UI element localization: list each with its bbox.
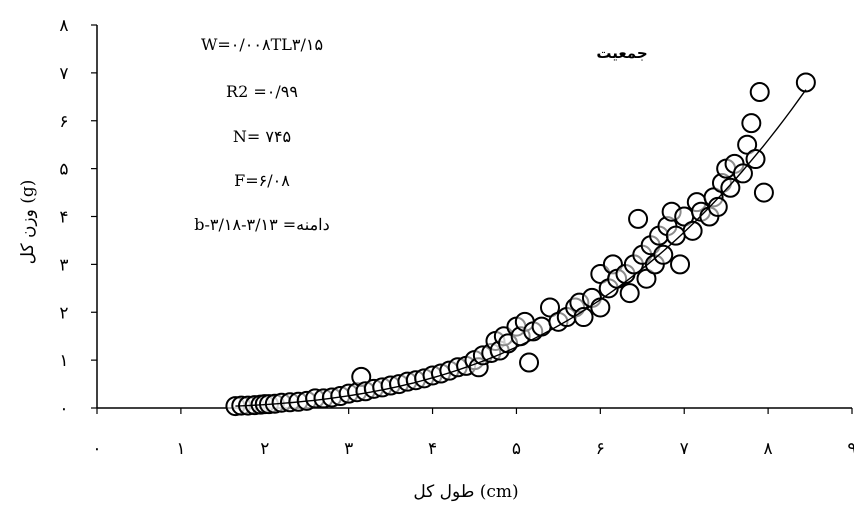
x-tick-label: ۷ — [680, 439, 689, 459]
f-label: F=۶/۰۸ — [234, 171, 290, 190]
chart-title: جمعیت — [596, 44, 647, 62]
data-point — [749, 82, 770, 103]
data-point — [590, 297, 611, 318]
data-point — [628, 208, 649, 229]
n-label: N= ۷۴۵ — [233, 127, 291, 146]
stats-box: W=۰/۰۰۸TL۳/۱۵ R2 =۰/۹۹ N= ۷۴۵ F=۶/۰۸ b-د… — [194, 35, 329, 234]
y-tick-label: ۶ — [59, 112, 68, 132]
y-tick-label: ۷ — [59, 64, 68, 84]
data-point — [741, 113, 762, 134]
data-point — [745, 149, 766, 170]
r-squared-label: R2 =۰/۹۹ — [226, 82, 298, 101]
data-point — [670, 254, 691, 275]
x-tick-label: ۶ — [596, 439, 605, 459]
data-point — [619, 283, 640, 304]
x-tick-label: ۵ — [512, 439, 521, 459]
y-tick-label: ۳ — [59, 255, 68, 275]
data-point — [682, 220, 703, 241]
plot-area: ۰ ۱ ۲ ۳ ۴ ۵ ۶ ۷ ۸ ۹ ۰ ۱ ۲ ۳ ۴ ۵ ۶ ۷ ۸ — [59, 16, 854, 459]
x-tick-label: ۳ — [344, 439, 353, 459]
x-ticks: ۰ ۱ ۲ ۳ ۴ ۵ ۶ ۷ ۸ ۹ — [92, 408, 854, 459]
x-tick-label: ۸ — [764, 439, 773, 459]
y-tick-label: ۴ — [59, 208, 68, 228]
b-range-label: b-دامنه= ۳/۱۳-۳/۱۸ — [194, 215, 329, 234]
y-ticks: ۰ ۱ ۲ ۳ ۴ ۵ ۶ ۷ ۸ — [59, 16, 97, 419]
data-point — [732, 163, 753, 184]
y-axis-title: وزن کل (g) — [18, 180, 38, 265]
data-point — [795, 72, 816, 93]
x-tick-label: ۴ — [428, 439, 437, 459]
x-axis-title: طول کل (cm) — [413, 482, 518, 502]
data-point — [720, 177, 741, 198]
x-tick-label: ۹ — [847, 439, 854, 459]
data-point — [519, 352, 540, 373]
fit-curve — [235, 89, 807, 407]
equation-label: W=۰/۰۰۸TL۳/۱۵ — [201, 35, 323, 54]
data-point — [531, 316, 552, 337]
y-tick-label: ۵ — [59, 160, 68, 180]
data-point — [653, 244, 674, 265]
data-points — [225, 72, 816, 417]
data-point — [753, 182, 774, 203]
data-point — [707, 196, 728, 217]
x-tick-label: ۰ — [92, 439, 101, 459]
x-tick-label: ۲ — [260, 439, 269, 459]
y-tick-label: ۰ — [59, 399, 68, 419]
y-tick-label: ۱ — [59, 351, 68, 371]
y-tick-label: ۸ — [59, 16, 68, 36]
x-tick-label: ۱ — [176, 439, 185, 459]
data-point — [665, 225, 686, 246]
y-tick-label: ۲ — [59, 303, 68, 323]
